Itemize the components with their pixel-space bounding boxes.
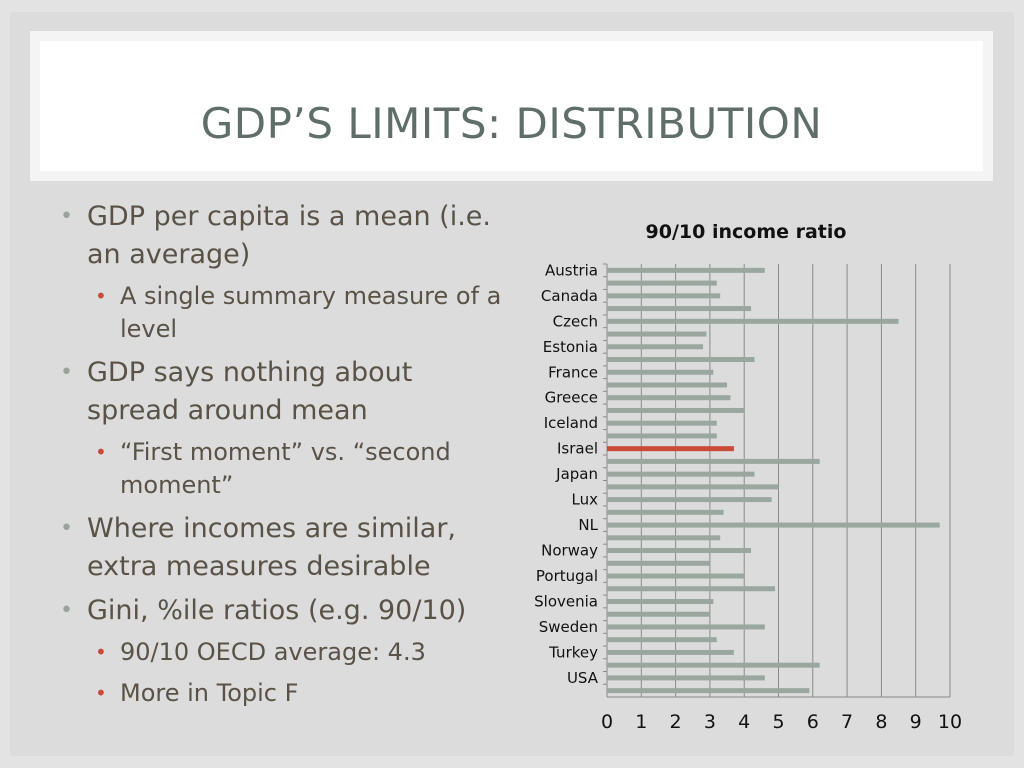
bar	[607, 369, 714, 375]
bar	[607, 344, 704, 350]
bar	[607, 560, 710, 566]
bar	[607, 535, 721, 541]
bar	[607, 280, 717, 286]
bar	[607, 688, 810, 694]
category-label: Slovenia	[534, 592, 598, 610]
category-label: Czech	[553, 312, 598, 330]
bar	[607, 624, 765, 630]
bar	[607, 649, 734, 655]
x-tick-label: 9	[910, 711, 922, 733]
bullet-dot-icon: •	[60, 360, 73, 385]
category-label: Canada	[541, 287, 598, 305]
category-label: Portugal	[536, 567, 598, 585]
category-label: USA	[567, 669, 599, 687]
bar	[607, 395, 731, 401]
slide-title: GDP’S LIMITS: DISTRIBUTION	[200, 99, 823, 148]
bullet-dot-icon: •	[60, 598, 73, 623]
category-label: Israel	[557, 440, 598, 458]
bar	[607, 662, 820, 668]
bar	[607, 471, 755, 477]
bar	[607, 433, 717, 439]
chart-title: 90/10 income ratio	[646, 221, 847, 243]
title-box: GDP’S LIMITS: DISTRIBUTION	[30, 31, 993, 181]
x-tick-label: 8	[875, 711, 887, 733]
bar	[607, 509, 724, 515]
bar	[607, 484, 779, 490]
category-label: France	[548, 363, 598, 381]
x-tick-label: 4	[738, 711, 750, 733]
bar	[607, 548, 752, 554]
category-label: Turkey	[548, 643, 598, 661]
sub-bullet-item: • 90/10 OECD average: 4.3	[60, 636, 510, 669]
bullet-dot-icon: •	[60, 516, 73, 541]
bar	[607, 357, 755, 363]
category-label: NL	[578, 516, 598, 534]
category-label: Sweden	[539, 618, 598, 636]
x-tick-label: 6	[807, 711, 819, 733]
category-label: Estonia	[543, 338, 598, 356]
x-tick-label: 3	[704, 711, 716, 733]
bullet-dot-icon: •	[95, 440, 107, 464]
x-tick-label: 1	[635, 711, 647, 733]
category-label: Norway	[541, 542, 598, 560]
bar	[607, 420, 717, 426]
bar	[607, 637, 717, 643]
x-tick-label: 10	[938, 711, 962, 733]
x-tick-label: 0	[601, 711, 613, 733]
highlighted-bar	[607, 446, 734, 452]
bar	[607, 458, 820, 464]
sub-bullet-item: • “First moment” vs. “second moment”	[95, 438, 451, 499]
bar	[607, 573, 745, 579]
category-label: Austria	[545, 261, 598, 279]
bullet-item: • Gini, %ile ratios (e.g. 90/10)	[60, 592, 510, 630]
x-tick-label: 5	[772, 711, 784, 733]
bar	[607, 293, 721, 299]
bar	[607, 306, 752, 312]
bullet-list: • GDP per capita is a mean (i.e. an avera…	[60, 198, 510, 718]
bullet-dot-icon: •	[95, 640, 107, 664]
bar	[607, 331, 707, 337]
bullet-item: • GDP says nothing about spread around me…	[60, 354, 510, 430]
bullet-dot-icon: •	[60, 204, 73, 229]
sub-bullet-item: • More in Topic F	[60, 677, 510, 710]
bar	[607, 407, 745, 413]
bar	[607, 497, 772, 503]
bullet-item: • GDP per capita is a mean (i.e. an avera…	[60, 198, 510, 274]
bar	[607, 598, 714, 604]
bar	[607, 267, 765, 273]
bar	[607, 586, 776, 592]
category-label: Lux	[572, 491, 599, 509]
bar	[607, 318, 899, 324]
category-label: Japan	[555, 465, 598, 483]
category-label: Greece	[545, 389, 598, 407]
bullet-dot-icon: •	[95, 284, 107, 308]
bar	[607, 611, 710, 617]
bullet-item: • Where incomes are similar, extra measur…	[60, 510, 510, 586]
bar	[607, 522, 940, 528]
x-tick-label: 7	[841, 711, 853, 733]
category-label: Iceland	[544, 414, 598, 432]
bar	[607, 382, 728, 388]
sub-bullet-item: • A single summary measure of a level	[95, 282, 502, 343]
bullet-dot-icon: •	[95, 681, 107, 705]
bar	[607, 675, 765, 681]
x-tick-label: 2	[670, 711, 682, 733]
